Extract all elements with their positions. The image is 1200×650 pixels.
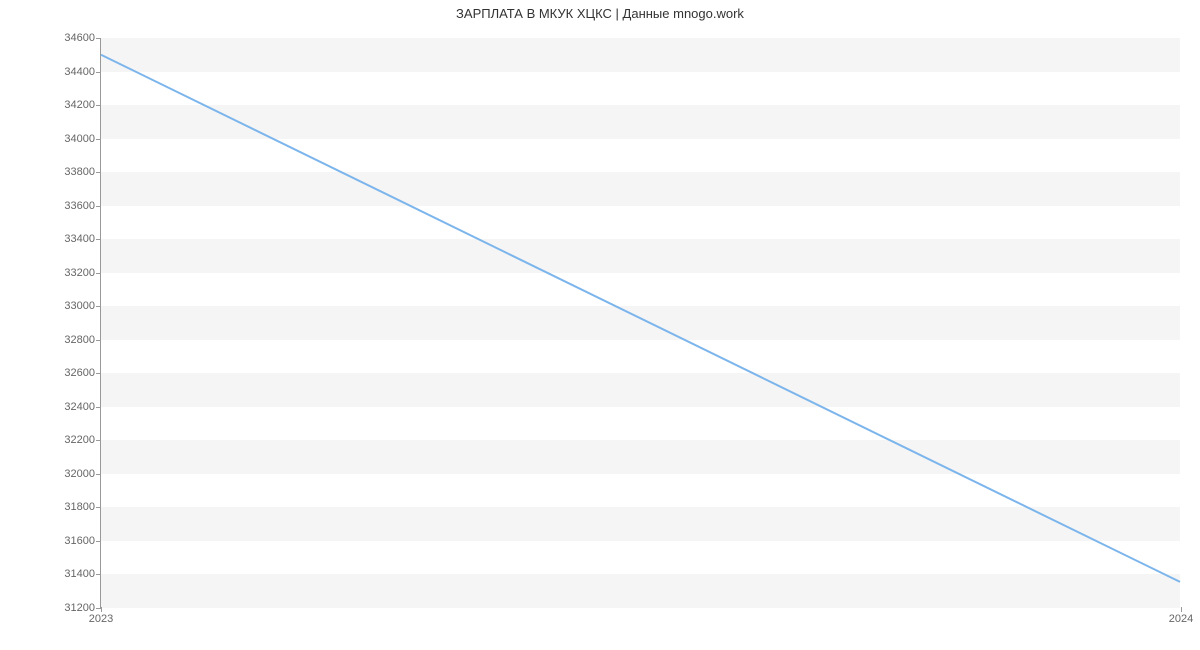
y-tick-label: 33000 bbox=[64, 300, 95, 312]
y-tick-label: 33200 bbox=[64, 267, 95, 279]
plot-area: 3120031400316003180032000322003240032600… bbox=[100, 38, 1180, 608]
y-tick-mark bbox=[96, 574, 101, 575]
y-tick-label: 31400 bbox=[64, 568, 95, 580]
x-tick-label: 2023 bbox=[89, 613, 113, 625]
y-tick-label: 32400 bbox=[64, 401, 95, 413]
y-tick-label: 32600 bbox=[64, 367, 95, 379]
y-tick-label: 33800 bbox=[64, 166, 95, 178]
y-tick-label: 34200 bbox=[64, 99, 95, 111]
x-tick-label: 2024 bbox=[1169, 613, 1193, 625]
y-tick-mark bbox=[96, 239, 101, 240]
y-tick-label: 32800 bbox=[64, 334, 95, 346]
salary-line-chart: ЗАРПЛАТА В МКУК ХЦКС | Данные mnogo.work… bbox=[0, 0, 1200, 650]
y-tick-label: 31800 bbox=[64, 501, 95, 513]
y-tick-mark bbox=[96, 72, 101, 73]
y-tick-mark bbox=[96, 474, 101, 475]
y-tick-label: 33400 bbox=[64, 233, 95, 245]
y-tick-mark bbox=[96, 105, 101, 106]
line-layer bbox=[101, 38, 1180, 607]
x-tick-mark bbox=[1181, 607, 1182, 612]
y-tick-label: 34000 bbox=[64, 133, 95, 145]
y-tick-mark bbox=[96, 507, 101, 508]
y-tick-mark bbox=[96, 306, 101, 307]
y-tick-label: 33600 bbox=[64, 200, 95, 212]
series-line-salary bbox=[101, 55, 1180, 582]
y-tick-mark bbox=[96, 373, 101, 374]
y-tick-mark bbox=[96, 273, 101, 274]
y-tick-label: 32200 bbox=[64, 434, 95, 446]
y-tick-label: 31600 bbox=[64, 535, 95, 547]
y-tick-mark bbox=[96, 541, 101, 542]
y-tick-mark bbox=[96, 407, 101, 408]
y-tick-label: 34400 bbox=[64, 66, 95, 78]
y-tick-mark bbox=[96, 440, 101, 441]
y-tick-mark bbox=[96, 139, 101, 140]
y-tick-mark bbox=[96, 172, 101, 173]
chart-title: ЗАРПЛАТА В МКУК ХЦКС | Данные mnogo.work bbox=[0, 6, 1200, 21]
y-tick-mark bbox=[96, 340, 101, 341]
y-tick-mark bbox=[96, 206, 101, 207]
y-tick-label: 34600 bbox=[64, 32, 95, 44]
y-tick-label: 32000 bbox=[64, 468, 95, 480]
x-tick-mark bbox=[101, 607, 102, 612]
y-tick-mark bbox=[96, 38, 101, 39]
